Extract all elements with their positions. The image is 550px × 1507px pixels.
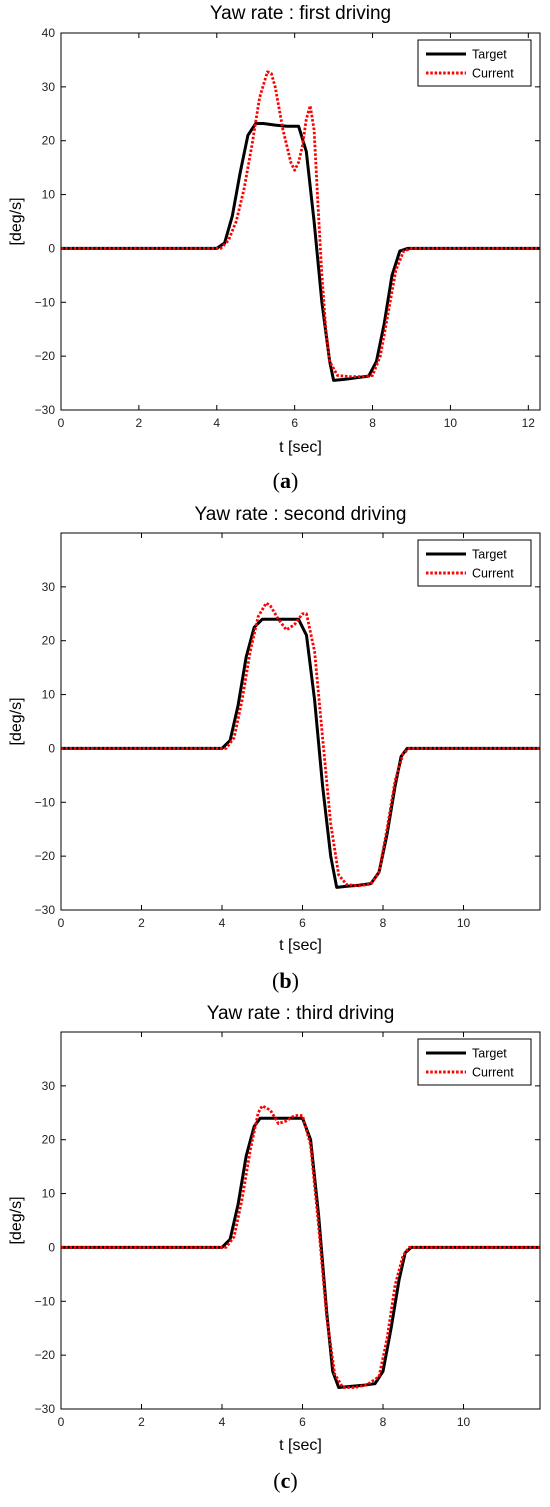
y-tick-label: 30 <box>42 580 56 594</box>
y-axis-label: [deg/s] <box>8 697 25 745</box>
y-tick-label: −30 <box>35 403 56 417</box>
y-tick-label: −10 <box>35 295 56 309</box>
legend-label-target: Target <box>472 1047 507 1061</box>
y-tick-label: −10 <box>35 795 56 809</box>
x-axis-label: t [sec] <box>279 937 322 954</box>
legend: Target Current <box>417 1038 532 1086</box>
x-tick-label: 10 <box>444 416 458 430</box>
legend: Target Current <box>417 539 532 587</box>
y-tick-label: 10 <box>42 188 56 202</box>
x-tick-label: 2 <box>136 416 143 430</box>
legend-box <box>417 1038 532 1086</box>
series-line-target <box>61 617 540 889</box>
y-tick-label: 30 <box>42 1079 56 1093</box>
x-tick-label: 10 <box>457 1415 471 1429</box>
chart-title: Yaw rate : third driving <box>207 1003 395 1024</box>
x-tick-label: 4 <box>213 416 220 430</box>
legend-label-target: Target <box>472 548 507 562</box>
x-axis-label: t [sec] <box>279 439 322 456</box>
x-tick-label: 6 <box>299 1415 306 1429</box>
legend-box <box>417 539 532 587</box>
chart-panel-c: Yaw rate : third driving−30−20−100102030… <box>8 1003 541 1493</box>
x-tick-label: 0 <box>58 416 65 430</box>
panel-caption: (c) <box>273 1468 297 1493</box>
y-tick-label: −10 <box>35 1294 56 1308</box>
legend: Target Current <box>417 39 532 87</box>
legend-label-target: Target <box>472 48 507 62</box>
y-tick-label: 20 <box>42 634 56 648</box>
x-tick-label: 8 <box>380 916 387 930</box>
legend-box <box>417 39 532 87</box>
series-line-target <box>61 1116 540 1389</box>
y-tick-label: 20 <box>42 134 56 148</box>
x-axis-label: t [sec] <box>279 1437 322 1454</box>
y-tick-label: 10 <box>42 688 56 702</box>
y-tick-label: 0 <box>48 1240 55 1254</box>
y-tick-label: −20 <box>35 849 56 863</box>
chart-panel-a: Yaw rate : first driving−30−20−100102030… <box>8 3 541 493</box>
legend-label-current: Current <box>472 567 514 581</box>
x-tick-label: 6 <box>291 416 298 430</box>
y-tick-label: −20 <box>35 1348 56 1362</box>
y-axis-label: [deg/s] <box>8 1196 25 1244</box>
y-tick-label: 20 <box>42 1133 56 1147</box>
plot-frame <box>60 532 541 911</box>
y-tick-label: −30 <box>35 903 56 917</box>
chart-title: Yaw rate : first driving <box>210 3 391 24</box>
plot-frame <box>60 1031 541 1410</box>
panel-caption: (b) <box>272 968 299 993</box>
x-tick-label: 10 <box>457 916 471 930</box>
y-tick-label: 30 <box>42 80 56 94</box>
x-tick-label: 6 <box>299 916 306 930</box>
y-axis-label: [deg/s] <box>8 197 25 245</box>
x-tick-label: 0 <box>58 1415 65 1429</box>
x-tick-label: 8 <box>369 416 376 430</box>
plot-frame <box>60 32 541 411</box>
y-tick-label: 10 <box>42 1187 56 1201</box>
x-tick-label: 0 <box>58 916 65 930</box>
series-line-current <box>61 601 540 888</box>
series-line-target <box>61 122 540 382</box>
chart-panel-b: Yaw rate : second driving−30−20−10010203… <box>8 504 541 993</box>
y-tick-label: 0 <box>48 741 55 755</box>
x-tick-label: 4 <box>219 1415 226 1429</box>
y-tick-label: −20 <box>35 349 56 363</box>
x-tick-label: 4 <box>219 916 226 930</box>
chart-title: Yaw rate : second driving <box>195 504 407 525</box>
x-tick-label: 2 <box>138 916 145 930</box>
y-tick-label: −30 <box>35 1402 56 1416</box>
panel-caption: (a) <box>273 468 299 493</box>
x-tick-label: 2 <box>138 1415 145 1429</box>
y-tick-label: 0 <box>48 241 55 255</box>
x-tick-label: 8 <box>380 1415 387 1429</box>
legend-label-current: Current <box>472 67 514 81</box>
y-tick-label: 40 <box>42 26 56 40</box>
legend-label-current: Current <box>472 1066 514 1080</box>
series-line-current <box>61 70 540 378</box>
x-tick-label: 12 <box>522 416 536 430</box>
